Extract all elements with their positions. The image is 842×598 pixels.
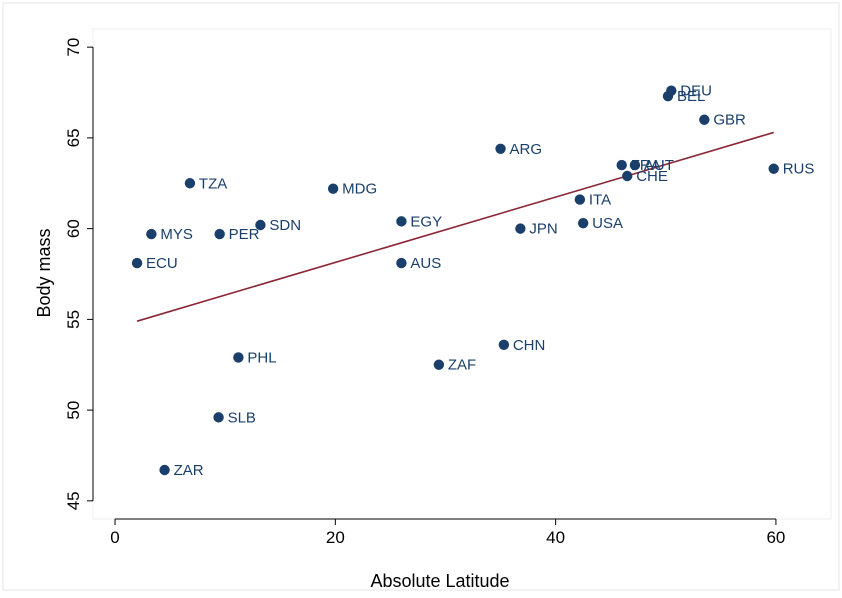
axes-layer: 45 50 55 60 65 70 0 20 40 60	[64, 38, 785, 547]
data-point	[622, 170, 633, 182]
data-point	[699, 114, 710, 125]
data-point	[616, 159, 627, 171]
point-label: SDN	[269, 217, 301, 234]
y-tick-label: 70	[64, 38, 83, 57]
fitted-line	[136, 131, 774, 322]
data-point	[495, 143, 506, 154]
point-label: PHL	[247, 349, 276, 366]
data-point	[577, 217, 589, 229]
x-tick-label: 40	[546, 528, 565, 547]
point-label: MYS	[160, 226, 193, 243]
x-axis-title: Absolute Latitude	[370, 571, 509, 591]
data-point	[629, 159, 641, 171]
point-label: GBR	[713, 112, 746, 129]
point-label: RUS	[783, 161, 815, 178]
x-tick-label: 0	[110, 528, 119, 547]
point-label: EGY	[410, 213, 442, 230]
point-label: CHE	[636, 168, 668, 185]
y-axis-title: Body mass	[34, 228, 54, 317]
x-tick-label: 20	[326, 528, 345, 547]
point-label: CHN	[513, 337, 546, 354]
data-point	[662, 90, 674, 102]
point-label: ECU	[146, 255, 178, 272]
point-label: PER	[229, 226, 260, 243]
point-label: BEL	[677, 88, 705, 105]
point-label: ITA	[589, 192, 611, 209]
point-label: JPN	[529, 221, 557, 238]
point-label: AUS	[410, 255, 441, 272]
point-label: AUT	[644, 157, 674, 174]
point-label: SLB	[228, 409, 256, 426]
data-point	[255, 219, 266, 231]
data-point	[396, 257, 407, 269]
data-point	[768, 163, 779, 174]
point-label: MDG	[342, 181, 377, 198]
point-label: ZAF	[448, 357, 476, 374]
data-point	[214, 228, 225, 240]
data-point	[213, 412, 224, 423]
data-point	[574, 194, 586, 205]
data-point	[159, 464, 170, 476]
x-tick-label: 60	[766, 528, 785, 547]
y-tick-label: 65	[64, 128, 83, 147]
data-point	[515, 223, 526, 234]
y-tick-label: 50	[64, 401, 83, 420]
point-label: USA	[592, 215, 623, 232]
data-point	[498, 339, 510, 350]
plot-frame	[92, 28, 832, 520]
y-tick-label: 55	[64, 310, 83, 329]
data-point	[396, 216, 407, 227]
y-tick-label: 60	[64, 219, 83, 238]
data-point	[184, 178, 196, 189]
point-label: ARG	[510, 141, 543, 158]
data-point	[146, 228, 157, 240]
data-point	[131, 257, 143, 269]
point-label: DEU	[680, 83, 712, 100]
fit-line-layer	[136, 131, 774, 322]
data-point	[433, 359, 445, 370]
y-tick-label: 45	[64, 491, 83, 510]
point-label: TZA	[199, 175, 227, 192]
point-label: ZAR	[174, 462, 204, 479]
data-point	[327, 183, 339, 194]
data-point	[233, 352, 244, 363]
